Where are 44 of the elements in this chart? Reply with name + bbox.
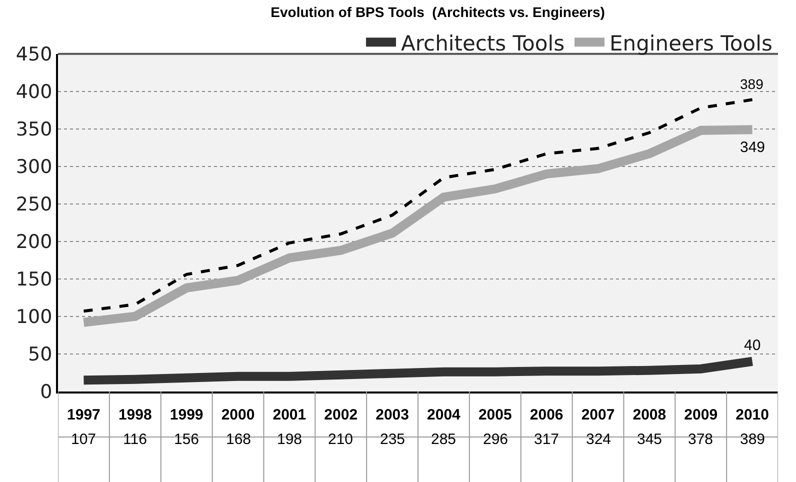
data-label: 107 [71, 431, 96, 448]
text: 389 [740, 76, 764, 92]
x-tick-label: 2002 [324, 406, 358, 424]
data-label: 168 [226, 431, 252, 448]
x-tick-label: 2006 [530, 406, 564, 424]
data-label: 378 [688, 431, 714, 448]
data-label: 156 [174, 431, 200, 448]
data-label: 296 [483, 431, 508, 448]
legend-label: Architects Tools [401, 31, 565, 56]
data-label: 285 [431, 431, 456, 448]
chart-title: Evolution of BPS Tools (Architects vs. Engineers) [270, 4, 605, 20]
x-tick-label: 2001 [272, 406, 306, 424]
data-label: 40 [744, 337, 761, 354]
data-label: 210 [328, 431, 354, 448]
y-tick-label: 200 [16, 231, 52, 254]
data-label: 389 [740, 431, 766, 448]
data-label: 317 [534, 431, 560, 448]
x-tick-label: 1998 [118, 406, 152, 424]
legend-label: Engineers Tools [610, 31, 772, 56]
x-tick-label: 2009 [684, 406, 718, 424]
data-label: 116 [123, 431, 147, 448]
x-tick-label: 2005 [478, 406, 512, 424]
y-tick-label: 450 [16, 44, 52, 66]
y-tick-label: 150 [16, 268, 52, 291]
x-tick-label: 2007 [581, 406, 615, 424]
data-label: 349 [740, 139, 766, 156]
y-tick-label: 400 [16, 81, 52, 104]
y-tick-label: 250 [16, 194, 52, 216]
x-tick-label: 2003 [376, 406, 409, 424]
data-label: 324 [586, 431, 612, 448]
y-tick-label: 0 [40, 381, 52, 404]
x-tick-label: 1999 [170, 406, 204, 424]
data-label: 198 [277, 431, 302, 448]
y-tick-label: 50 [28, 344, 52, 366]
data-label: 345 [637, 431, 662, 448]
x-tick-label: 1997 [67, 406, 100, 424]
x-tick-label: 2008 [632, 406, 666, 424]
x-tick-label: 2010 [736, 406, 769, 424]
x-tick-label: 2000 [221, 406, 255, 424]
y-tick-label: 300 [16, 156, 52, 178]
y-tick-label: 350 [16, 118, 52, 141]
data-label: 235 [380, 431, 406, 448]
y-tick-label: 100 [16, 306, 52, 328]
x-tick-label: 2004 [427, 406, 462, 424]
